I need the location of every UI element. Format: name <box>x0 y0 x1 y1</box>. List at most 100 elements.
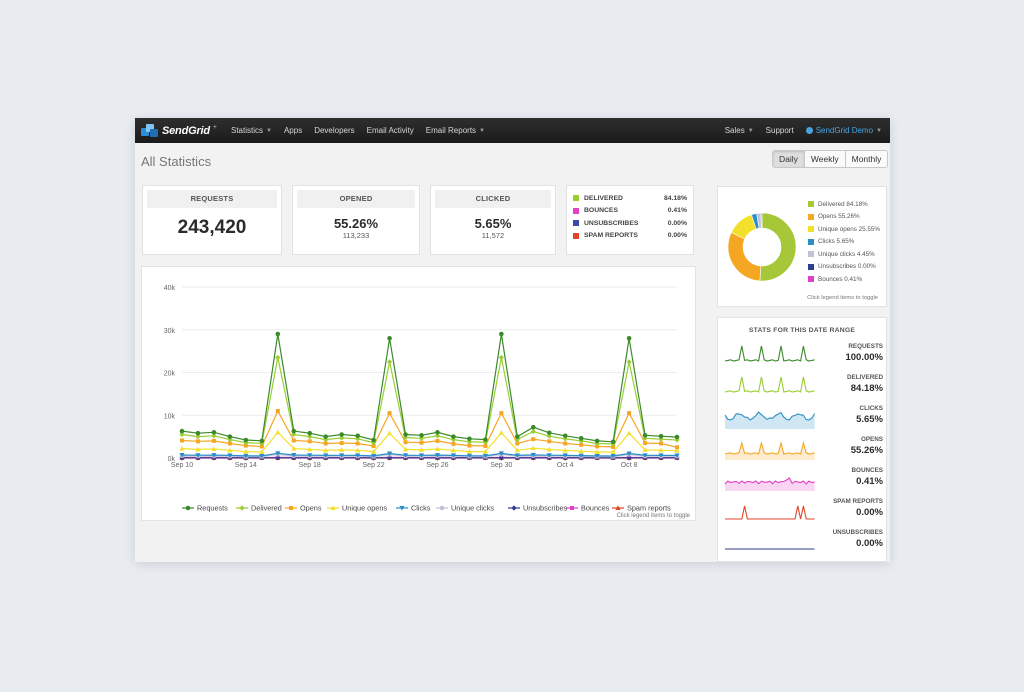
data-point[interactable] <box>291 438 296 443</box>
data-point[interactable] <box>570 506 574 510</box>
data-point[interactable] <box>195 453 201 458</box>
data-point[interactable] <box>239 505 245 511</box>
data-point[interactable] <box>355 441 360 446</box>
data-point[interactable] <box>211 453 217 458</box>
data-point[interactable] <box>275 455 281 461</box>
data-point[interactable] <box>243 437 249 443</box>
data-point[interactable] <box>371 437 376 443</box>
pie-legend-item[interactable]: Opens 55.26% <box>808 211 880 224</box>
data-point[interactable] <box>642 435 648 441</box>
data-point[interactable] <box>403 440 408 445</box>
data-point[interactable] <box>514 453 520 459</box>
data-point[interactable] <box>386 359 393 365</box>
data-point[interactable] <box>307 434 313 440</box>
data-point[interactable] <box>323 447 329 453</box>
data-point[interactable] <box>434 446 441 452</box>
data-point[interactable] <box>339 447 345 452</box>
data-point[interactable] <box>243 443 248 448</box>
data-point[interactable] <box>610 453 616 459</box>
data-point[interactable] <box>291 445 297 451</box>
data-point[interactable] <box>498 451 504 456</box>
data-point[interactable] <box>450 447 457 453</box>
donut-slice[interactable] <box>760 212 763 229</box>
data-point[interactable] <box>626 359 632 365</box>
data-point[interactable] <box>180 438 184 443</box>
data-point[interactable] <box>399 506 405 511</box>
data-point[interactable] <box>594 438 600 444</box>
monthly-button[interactable]: Monthly <box>851 154 882 164</box>
data-point[interactable] <box>371 448 377 454</box>
data-point[interactable] <box>451 441 456 446</box>
data-point[interactable] <box>594 440 600 447</box>
data-point[interactable] <box>275 331 281 337</box>
data-point[interactable] <box>275 451 281 456</box>
data-point[interactable] <box>227 441 232 446</box>
data-point[interactable] <box>530 424 536 430</box>
data-point[interactable] <box>275 408 280 413</box>
data-point[interactable] <box>307 446 313 452</box>
legend-item[interactable]: Unsubscribes <box>508 504 568 513</box>
data-point[interactable] <box>563 441 568 446</box>
data-point[interactable] <box>499 411 504 416</box>
data-point[interactable] <box>195 446 201 452</box>
data-point[interactable] <box>594 453 600 459</box>
data-point[interactable] <box>514 447 520 453</box>
data-point[interactable] <box>371 444 376 449</box>
data-point[interactable] <box>674 434 680 440</box>
data-point[interactable] <box>402 446 409 452</box>
data-point[interactable] <box>546 446 552 452</box>
data-point[interactable] <box>642 447 648 452</box>
data-point[interactable] <box>643 441 648 446</box>
data-point[interactable] <box>419 440 424 445</box>
data-point[interactable] <box>275 429 281 435</box>
data-point[interactable] <box>419 433 424 438</box>
data-point[interactable] <box>307 439 312 444</box>
data-point[interactable] <box>418 447 425 452</box>
data-point[interactable] <box>658 436 664 442</box>
data-point[interactable] <box>466 453 473 459</box>
nav-email-activity[interactable]: Email Activity <box>367 126 414 135</box>
data-point[interactable] <box>579 442 584 447</box>
pie-legend-item[interactable]: Bounces 0.41% <box>808 273 880 286</box>
pie-legend-item[interactable]: Unique clicks 4.45% <box>808 248 880 261</box>
data-point[interactable] <box>511 505 517 511</box>
data-point[interactable] <box>339 432 344 437</box>
data-point[interactable] <box>482 448 488 454</box>
data-point[interactable] <box>435 430 440 435</box>
data-point[interactable] <box>434 453 441 458</box>
brand-logo[interactable]: SendGrid + <box>141 123 217 139</box>
data-point[interactable] <box>531 437 536 442</box>
data-point[interactable] <box>227 447 233 453</box>
data-point[interactable] <box>610 449 616 455</box>
data-point[interactable] <box>179 445 185 451</box>
data-point[interactable] <box>291 453 297 458</box>
data-point[interactable] <box>594 449 600 455</box>
pie-legend-item[interactable]: Unsubscribes 0.00% <box>808 261 880 274</box>
data-point[interactable] <box>387 336 392 341</box>
data-point[interactable] <box>403 432 408 437</box>
data-point[interactable] <box>483 437 488 442</box>
data-point[interactable] <box>259 438 265 444</box>
data-point[interactable] <box>499 331 504 337</box>
data-point[interactable] <box>626 451 632 457</box>
data-point[interactable] <box>355 447 361 453</box>
legend-item[interactable]: Clicks <box>396 504 431 513</box>
pie-legend-item[interactable]: Delivered 84.18% <box>808 198 880 211</box>
pie-legend-item[interactable]: Clicks 5.65% <box>808 236 880 249</box>
data-point[interactable] <box>615 505 621 510</box>
data-point[interactable] <box>578 436 584 441</box>
data-point[interactable] <box>339 453 345 458</box>
legend-unsubscribes[interactable]: UNSUBSCRIBES 0.00% <box>573 217 687 230</box>
data-point[interactable] <box>483 444 488 449</box>
data-point[interactable] <box>323 434 329 439</box>
data-point[interactable] <box>195 430 201 436</box>
data-point[interactable] <box>466 448 473 454</box>
data-point[interactable] <box>195 439 200 444</box>
data-point[interactable] <box>578 448 584 454</box>
data-point[interactable] <box>498 430 504 435</box>
data-point[interactable] <box>611 444 616 449</box>
data-point[interactable] <box>387 411 392 416</box>
data-point[interactable] <box>578 438 584 444</box>
data-point[interactable] <box>562 453 568 459</box>
data-point[interactable] <box>546 433 552 439</box>
